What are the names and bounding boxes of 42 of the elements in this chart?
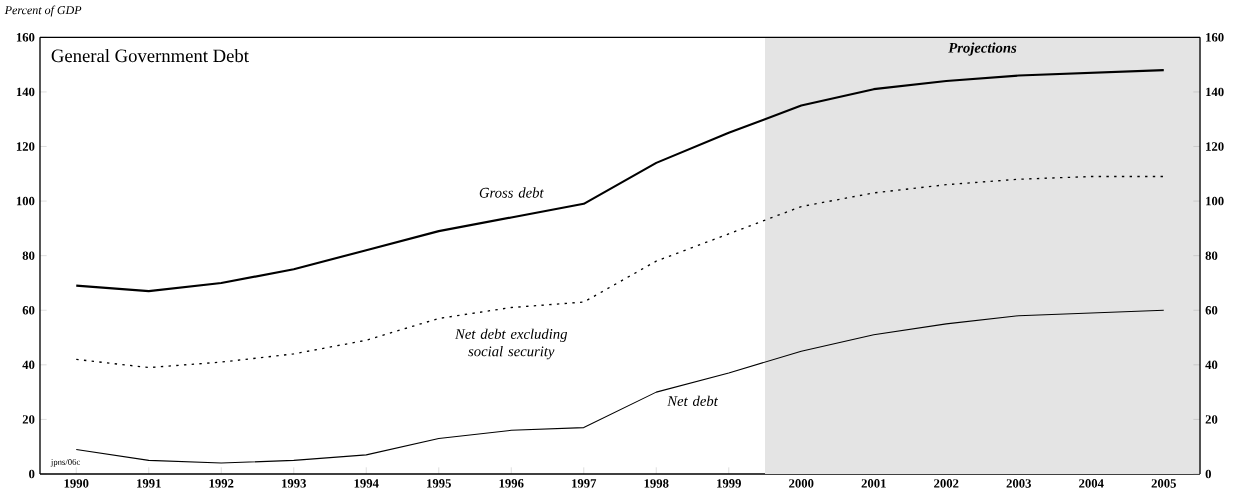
y2-tick-label: 140 — [1206, 87, 1224, 97]
annotation: jpns/06c — [50, 459, 81, 467]
x-tick-label: 1996 — [499, 479, 524, 488]
y-tick-label: 20 — [22, 415, 35, 424]
chart-title: General Government Debt — [51, 48, 249, 63]
y-tick-label: 80 — [22, 251, 35, 260]
y2-tick-label: 20 — [1205, 415, 1218, 424]
x-tick-label: 1995 — [427, 479, 451, 488]
y-axis-title: Percent of GDP — [4, 5, 82, 17]
y-tick-label: 120 — [16, 142, 35, 151]
x-tick-label: 2001 — [861, 479, 886, 488]
y2-tick-label: 160 — [1206, 33, 1224, 42]
y-tick-label: 140 — [16, 87, 35, 97]
x-tick-label: 1993 — [282, 479, 306, 488]
x-tick-label: 1994 — [354, 479, 379, 488]
y2-tick-label: 120 — [1206, 142, 1224, 151]
x-tick-label: 1992 — [209, 479, 234, 488]
x-tick-label: 2005 — [1151, 479, 1176, 488]
y-tick-label: 0 — [29, 469, 35, 479]
y-tick-label: 40 — [22, 360, 35, 370]
y2-tick-label: 100 — [1206, 196, 1224, 206]
x-tick-label: 1999 — [717, 479, 741, 488]
x-tick-label: 2002 — [934, 479, 959, 488]
line-series — [75, 175, 1165, 369]
y-tick-label: 60 — [22, 305, 35, 315]
y-tick-label: 100 — [16, 196, 35, 206]
y-tick-label: 160 — [16, 33, 35, 42]
x-tick-label: 2000 — [789, 479, 814, 488]
x-tick-label: 1998 — [644, 479, 669, 488]
x-tick-label: 1997 — [572, 479, 597, 488]
series-label: Net debt — [667, 395, 719, 406]
y2-tick-label: 0 — [1205, 469, 1211, 479]
x-tick-label: 2004 — [1079, 479, 1104, 488]
x-tick-label: 1991 — [137, 479, 161, 488]
series-label: Net debt excluding social security — [454, 328, 568, 360]
band-label: Projections — [948, 42, 1017, 56]
x-tick-label: 2003 — [1006, 479, 1031, 488]
y2-tick-label: 60 — [1205, 305, 1218, 315]
y2-tick-label: 40 — [1205, 360, 1218, 370]
series-label: Gross debt — [479, 187, 544, 198]
y2-tick-label: 80 — [1205, 251, 1218, 260]
x-tick-label: 1990 — [64, 479, 89, 488]
